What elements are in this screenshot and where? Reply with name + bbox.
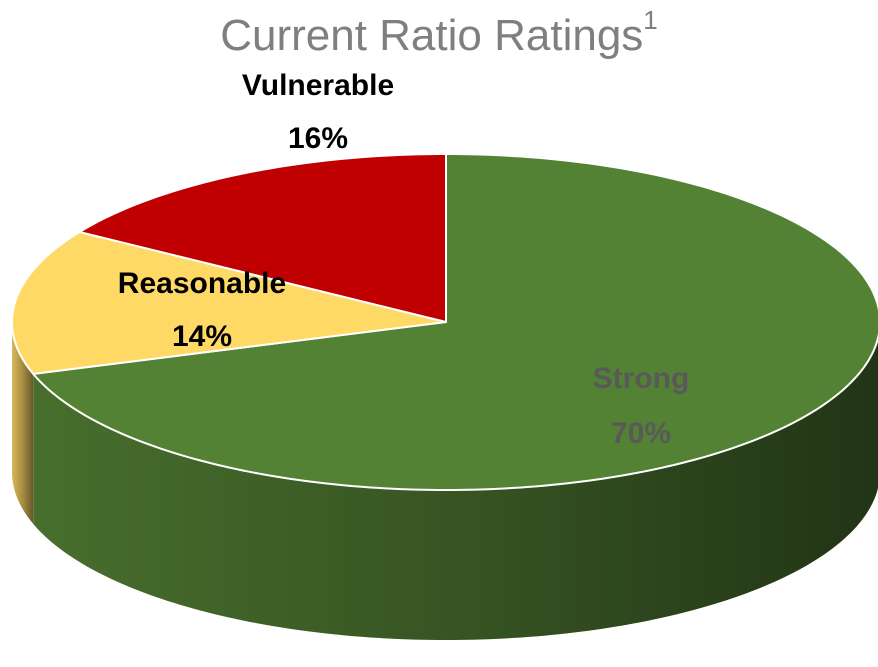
slice: [78, 153, 447, 323]
chart-title: Current Ratio Ratings1: [220, 5, 658, 60]
title-superscript: 1: [643, 5, 657, 35]
slice: [32, 153, 878, 491]
slice: [11, 230, 447, 375]
category-label: Strong: [593, 362, 690, 395]
slice-side-shade: [33, 338, 878, 640]
value-label: 16%: [288, 122, 348, 155]
category-label: Vulnerable: [242, 69, 394, 102]
category-label: Reasonable: [118, 267, 286, 300]
value-label: 14%: [172, 320, 232, 353]
title-text: Current Ratio Ratings: [220, 11, 643, 60]
value-label: 70%: [611, 417, 671, 450]
pie: Strong 70% Reasonable 14% Vulnerable 16%: [11, 69, 878, 640]
slice-side-shade: [12, 322, 34, 524]
